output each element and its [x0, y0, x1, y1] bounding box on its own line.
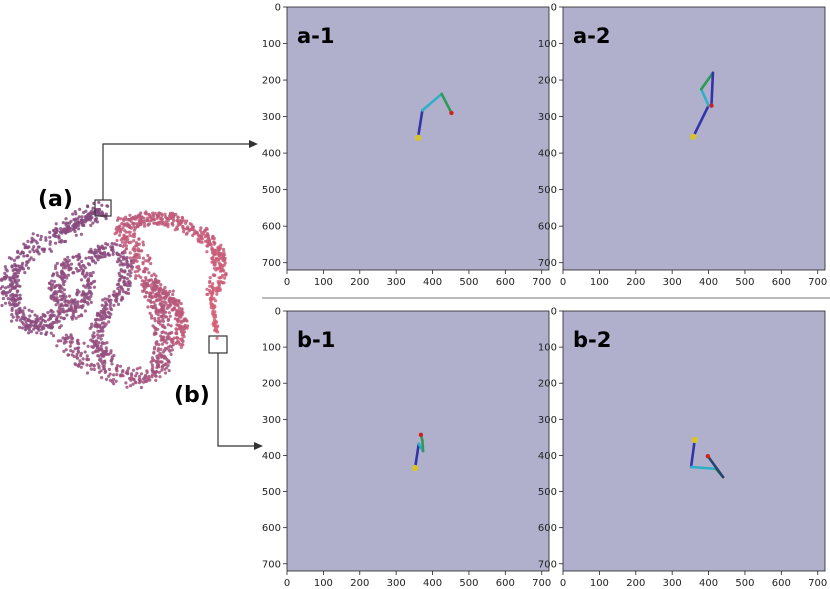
- panel-a-1-title: a-1: [297, 24, 335, 48]
- x-tick-label: 500: [459, 277, 478, 288]
- y-tick-label: 100: [262, 39, 281, 50]
- y-tick-label: 700: [538, 559, 557, 570]
- y-tick-label: 0: [551, 307, 557, 318]
- x-tick-label: 300: [387, 277, 406, 288]
- limb-segment: [699, 87, 710, 107]
- end-joint: [705, 453, 711, 459]
- y-tick-label: 400: [538, 149, 557, 160]
- region-b-label: (b): [174, 383, 210, 408]
- end-joint: [449, 110, 454, 116]
- y-tick-label: 300: [262, 112, 281, 123]
- x-tick-label: 600: [772, 578, 791, 589]
- x-tick-label: 700: [532, 578, 551, 589]
- y-tick-label: 300: [538, 112, 557, 123]
- y-tick-label: 600: [538, 222, 557, 233]
- y-tick-label: 300: [262, 415, 281, 426]
- region-a-label: (a): [38, 187, 73, 212]
- x-tick-label: 200: [626, 578, 645, 589]
- y-tick-label: 300: [538, 415, 557, 426]
- y-tick-label: 0: [551, 3, 557, 14]
- y-tick-label: 100: [262, 343, 281, 354]
- end-joint: [418, 432, 424, 438]
- x-tick-label: 300: [663, 578, 682, 589]
- x-tick-label: 700: [532, 277, 551, 288]
- x-tick-label: 700: [808, 277, 827, 288]
- x-tick-label: 100: [590, 277, 609, 288]
- y-tick-label: 700: [262, 559, 281, 570]
- x-tick-label: 400: [423, 578, 442, 589]
- panel-b-1-title: b-1: [297, 328, 335, 352]
- limb-segment: [421, 92, 443, 112]
- limb-segment: [416, 109, 424, 140]
- x-tick-label: 500: [735, 578, 754, 589]
- x-tick-label: 300: [663, 277, 682, 288]
- embedding-scatter: [0, 200, 228, 390]
- y-tick-label: 500: [262, 487, 281, 498]
- x-tick-label: 100: [314, 277, 333, 288]
- y-tick-label: 100: [538, 343, 557, 354]
- limb-segment: [413, 442, 421, 470]
- panel-b-2-title: b-2: [573, 328, 611, 352]
- x-tick-label: 400: [423, 277, 442, 288]
- limb-segment: [421, 438, 425, 453]
- limb-segment: [706, 454, 725, 479]
- y-tick-label: 600: [262, 523, 281, 534]
- x-tick-label: 0: [560, 578, 566, 589]
- y-tick-label: 200: [538, 76, 557, 87]
- panel-a-1: 0 100 200 300 400 500 600 700010020030040050060…: [262, 3, 551, 289]
- x-tick-label: 400: [699, 277, 718, 288]
- y-tick-label: 400: [538, 451, 557, 462]
- panel-b-1: 0 100 200 300 400 500 600 700010020030040050060…: [262, 307, 551, 589]
- x-tick-label: 200: [350, 578, 369, 589]
- limb-segment: [691, 104, 710, 138]
- y-tick-label: 200: [262, 76, 281, 87]
- panel-b-1-plot-area: [286, 310, 550, 572]
- end-joint: [709, 103, 714, 108]
- y-tick-label: 0: [275, 307, 281, 318]
- limb-segment: [710, 71, 715, 107]
- panel-a-2: 0 100 200 300 400 500 600 700010020030040050060…: [538, 3, 827, 289]
- x-tick-label: 100: [314, 578, 333, 589]
- panel-a-2-title: a-2: [573, 24, 611, 48]
- start-joint: [691, 436, 698, 444]
- y-tick-label: 600: [538, 523, 557, 534]
- limb-segment: [440, 92, 453, 115]
- y-tick-label: 400: [262, 149, 281, 160]
- y-tick-label: 500: [538, 487, 557, 498]
- limb-segment: [699, 71, 715, 91]
- y-tick-label: 400: [262, 451, 281, 462]
- x-tick-label: 0: [284, 277, 290, 288]
- x-tick-label: 0: [284, 578, 290, 589]
- x-tick-label: 500: [735, 277, 754, 288]
- arrow-a: [102, 140, 258, 200]
- arrow-b: [217, 353, 263, 450]
- y-tick-label: 200: [262, 379, 281, 390]
- y-tick-label: 700: [538, 258, 557, 269]
- x-tick-label: 0: [560, 277, 566, 288]
- x-tick-label: 300: [387, 578, 406, 589]
- y-tick-label: 600: [262, 222, 281, 233]
- x-tick-label: 500: [459, 578, 478, 589]
- start-joint: [414, 134, 422, 141]
- y-tick-label: 500: [538, 185, 557, 196]
- panel-b-2: 0 100 200 300 400 500 600 700010020030040050060…: [538, 307, 827, 589]
- limb-segment: [689, 438, 697, 469]
- y-tick-label: 100: [538, 39, 557, 50]
- y-tick-label: 0: [275, 3, 281, 14]
- x-tick-label: 600: [496, 578, 515, 589]
- start-joint: [690, 133, 697, 140]
- limb-segment: [689, 465, 718, 471]
- y-tick-label: 200: [538, 379, 557, 390]
- y-tick-label: 700: [262, 258, 281, 269]
- y-tick-label: 500: [262, 185, 281, 196]
- x-tick-label: 400: [699, 578, 718, 589]
- x-tick-label: 600: [496, 277, 515, 288]
- start-joint: [411, 464, 419, 472]
- x-tick-label: 100: [590, 578, 609, 589]
- x-tick-label: 200: [350, 277, 369, 288]
- x-tick-label: 600: [772, 277, 791, 288]
- x-tick-label: 700: [808, 578, 827, 589]
- x-tick-label: 200: [626, 277, 645, 288]
